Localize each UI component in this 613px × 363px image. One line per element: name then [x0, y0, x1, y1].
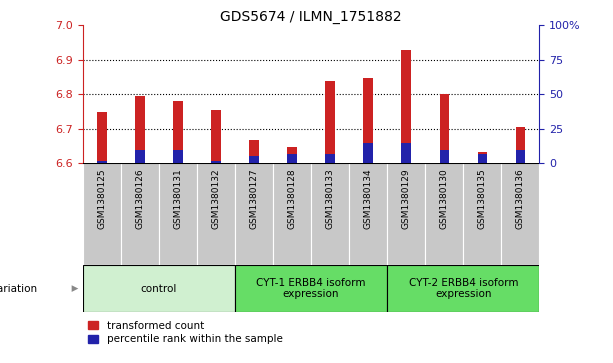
Text: GSM1380130: GSM1380130: [440, 168, 449, 229]
Bar: [83, 265, 235, 312]
Bar: [326, 154, 335, 163]
Text: CYT-2 ERBB4 isoform
expression: CYT-2 ERBB4 isoform expression: [409, 278, 518, 299]
Bar: [97, 160, 107, 163]
Bar: [364, 78, 373, 143]
Bar: [364, 143, 373, 163]
Text: GSM1380125: GSM1380125: [97, 168, 106, 229]
Bar: [135, 150, 145, 163]
Text: GSM1380133: GSM1380133: [326, 168, 335, 229]
Bar: [287, 147, 297, 154]
Bar: [235, 163, 273, 265]
Bar: [83, 163, 121, 265]
Bar: [501, 163, 539, 265]
Bar: [387, 163, 425, 265]
Bar: [97, 112, 107, 160]
Title: GDS5674 / ILMN_1751882: GDS5674 / ILMN_1751882: [220, 11, 402, 24]
Bar: [235, 265, 387, 312]
Bar: [121, 163, 159, 265]
Text: CYT-1 ERBB4 isoform
expression: CYT-1 ERBB4 isoform expression: [256, 278, 366, 299]
Bar: [249, 140, 259, 156]
Bar: [173, 150, 183, 163]
Text: GSM1380127: GSM1380127: [249, 168, 259, 229]
Bar: [516, 127, 525, 150]
Text: GSM1380129: GSM1380129: [402, 168, 411, 229]
Bar: [311, 163, 349, 265]
Bar: [440, 94, 449, 150]
Bar: [478, 154, 487, 163]
Text: control: control: [140, 284, 177, 294]
Bar: [402, 50, 411, 143]
Bar: [249, 156, 259, 163]
Bar: [440, 150, 449, 163]
Bar: [326, 81, 335, 154]
Bar: [463, 163, 501, 265]
Bar: [159, 163, 197, 265]
Text: GSM1380135: GSM1380135: [478, 168, 487, 229]
Bar: [211, 110, 221, 160]
Text: genotype/variation: genotype/variation: [0, 284, 37, 294]
Bar: [478, 152, 487, 154]
Bar: [173, 101, 183, 150]
Bar: [349, 163, 387, 265]
Bar: [197, 163, 235, 265]
Bar: [273, 163, 311, 265]
Text: GSM1380136: GSM1380136: [516, 168, 525, 229]
Legend: transformed count, percentile rank within the sample: transformed count, percentile rank withi…: [88, 321, 283, 344]
Bar: [516, 150, 525, 163]
Text: GSM1380126: GSM1380126: [135, 168, 144, 229]
Bar: [387, 265, 539, 312]
Text: GSM1380134: GSM1380134: [364, 168, 373, 229]
Bar: [402, 143, 411, 163]
Bar: [135, 96, 145, 150]
Text: GSM1380132: GSM1380132: [211, 168, 221, 229]
Bar: [211, 160, 221, 163]
Text: GSM1380131: GSM1380131: [173, 168, 183, 229]
Bar: [425, 163, 463, 265]
Bar: [287, 154, 297, 163]
Text: GSM1380128: GSM1380128: [287, 168, 297, 229]
